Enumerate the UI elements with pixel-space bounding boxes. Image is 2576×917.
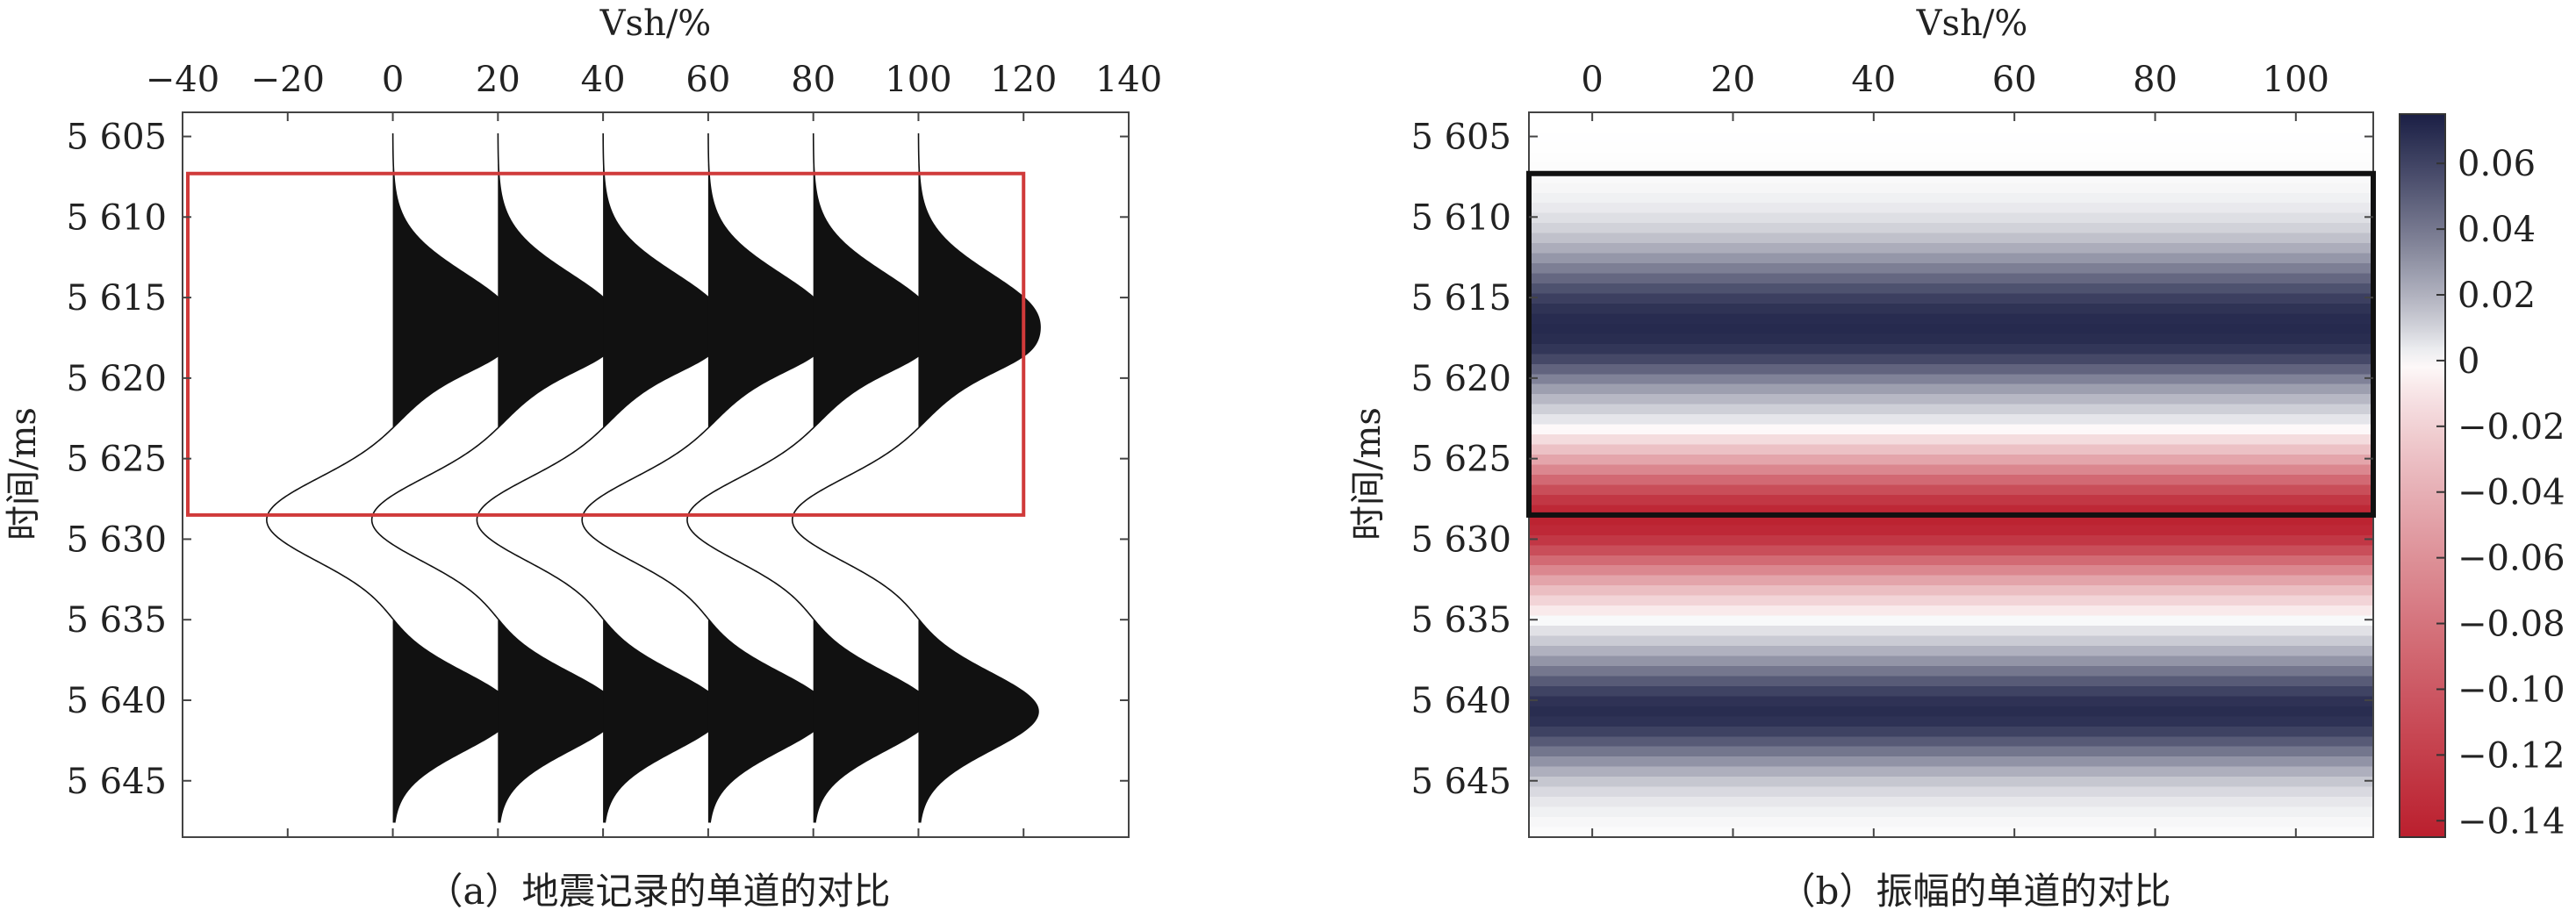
- wiggle-fill: [918, 620, 1038, 823]
- y-tick-label: 5 610: [66, 197, 167, 238]
- colorbar-tick-label: 0: [2458, 341, 2479, 382]
- panel-b-xlabel: Vsh/%: [1916, 4, 2028, 44]
- heatmap-bands: [1529, 112, 2373, 837]
- colorbar-tick-label: −0.08: [2458, 605, 2565, 645]
- x-tick-label: 0: [1581, 60, 1603, 100]
- wiggle-fill: [603, 164, 725, 427]
- wiggle-fill: [813, 620, 934, 823]
- colorbar-tick-label: −0.04: [2458, 473, 2565, 513]
- x-tick-label: 140: [1095, 60, 1162, 100]
- panel-b-highlight-box: [1526, 170, 2376, 518]
- x-tick-label: 80: [2133, 60, 2178, 100]
- x-tick-label: 0: [382, 60, 404, 100]
- colorbar-tick-label: 0.02: [2458, 276, 2536, 316]
- wiggle-fill: [603, 620, 723, 823]
- colorbar: [2399, 113, 2446, 838]
- x-tick-label: 40: [1851, 60, 1896, 100]
- y-tick-label: 5 645: [66, 762, 167, 802]
- y-tick-label: 5 635: [66, 600, 167, 641]
- x-tick-label: 100: [885, 60, 951, 100]
- y-tick-label: 5 620: [66, 359, 167, 399]
- panel-a-xlabel: Vsh/%: [599, 4, 712, 44]
- x-tick-label: 60: [685, 60, 730, 100]
- x-tick-label: −40: [146, 60, 219, 100]
- x-tick-label: 20: [476, 60, 520, 100]
- wiggle-fill: [498, 164, 620, 427]
- y-tick-label: 5 645: [1410, 762, 1511, 802]
- y-tick-label: 5 640: [66, 681, 167, 721]
- panel-a-ylabel: 时间/ms: [4, 407, 44, 541]
- y-tick-label: 5 620: [1410, 359, 1511, 399]
- y-tick-label: 5 635: [1410, 600, 1511, 641]
- wiggle-fill: [707, 620, 829, 823]
- colorbar-tick-label: −0.06: [2458, 539, 2565, 579]
- wiggle-trace: [791, 133, 1041, 823]
- panel-b-ylabel: 时间/ms: [1348, 407, 1388, 541]
- x-tick-label: 100: [2263, 60, 2329, 100]
- y-tick-label: 5 625: [66, 440, 167, 480]
- wiggle-fill: [392, 164, 515, 427]
- x-tick-label: 80: [791, 60, 836, 100]
- x-tick-label: 40: [581, 60, 626, 100]
- panel-b-caption: （b）振幅的单道的对比: [1779, 870, 2171, 913]
- colorbar-ticks: 0.06 0.04 0.02 0 −0.02 −0.04 −0.06 −0.08 −0.10 −0…: [2436, 144, 2565, 842]
- y-tick-label: 5 605: [66, 118, 167, 158]
- colorbar-tick-label: −0.14: [2458, 801, 2565, 842]
- panel-a-x-ticks: −40 −20 0 20 40 60 80 100 120 140: [146, 60, 1162, 837]
- y-tick-label: 5 625: [1410, 440, 1511, 480]
- colorbar-tick-label: 0.06: [2458, 144, 2536, 184]
- panel-a-caption: （a）地震记录的单道的对比: [426, 870, 890, 913]
- wiggle-fill: [707, 164, 830, 427]
- x-tick-label: 120: [990, 60, 1057, 100]
- wiggle-fill: [498, 620, 618, 823]
- panel-a-highlight-box: [185, 171, 1026, 517]
- x-tick-label: 20: [1711, 60, 1755, 100]
- panel-b-x-ticks: 0 20 40 60 80 100: [1581, 60, 2329, 837]
- y-tick-label: 5 605: [1410, 118, 1511, 158]
- colorbar-tick-label: −0.02: [2458, 407, 2565, 448]
- panel-a-traces: [266, 133, 1041, 823]
- wiggle-fill: [813, 164, 936, 427]
- y-tick-label: 5 615: [66, 278, 167, 319]
- y-tick-label: 5 610: [1410, 197, 1511, 238]
- panel-a-wiggle-chart: −40 −20 0 20 40 60 80 100 120 140 5 605 5 610 5 615…: [4, 4, 1162, 913]
- colorbar-tick-label: 0.04: [2458, 210, 2536, 250]
- panel-b-y-ticks: 5 605 5 610 5 615 5 620 5 625 5 630 5 635 5 640…: [1410, 118, 2373, 802]
- x-tick-label: −20: [251, 60, 325, 100]
- wiggle-fill: [918, 164, 1041, 427]
- colorbar-tick-label: −0.10: [2458, 670, 2565, 710]
- panel-a-y-ticks: 5 605 5 610 5 615 5 620 5 625 5 630 5 635 5 640…: [66, 118, 1129, 802]
- y-tick-label: 5 640: [1410, 681, 1511, 721]
- wiggle-fill: [392, 620, 513, 823]
- y-tick-label: 5 615: [1410, 278, 1511, 319]
- y-tick-label: 5 630: [1410, 519, 1511, 560]
- colorbar-tick-label: −0.12: [2458, 735, 2565, 776]
- y-tick-label: 5 630: [66, 519, 167, 560]
- x-tick-label: 60: [1992, 60, 2037, 100]
